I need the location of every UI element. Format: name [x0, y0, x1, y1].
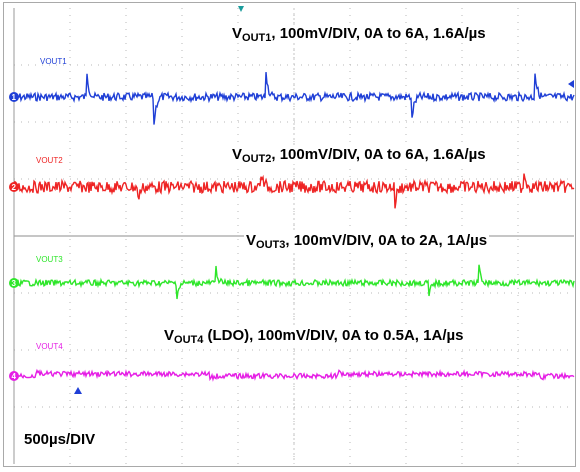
channel-4-tag: VOUT4 [36, 342, 63, 351]
channel-2-marker-number: 2 [12, 183, 17, 192]
channel-3-tag: VOUT3 [36, 255, 63, 264]
trigger-position-marker [238, 6, 244, 12]
channel-1-marker [9, 92, 19, 102]
channel-3-marker-number: 3 [12, 279, 17, 288]
trigger-level-marker [568, 80, 574, 88]
trace-2 [13, 173, 575, 209]
channel-4-marker-number: 4 [12, 372, 17, 381]
channel-4-label: VOUT4 (LDO), 100mV/DIV, 0A to 0.5A, 1A/µ… [162, 327, 466, 346]
channel-3-label: VOUT3, 100mV/DIV, 0A to 2A, 1A/µs [244, 232, 490, 251]
channel-3-marker [9, 278, 19, 288]
time-base-label: 500µs/DIV [22, 431, 98, 448]
channel-1-tag: VOUT1 [40, 57, 67, 66]
trace-4 [13, 368, 575, 382]
channel-1-marker-number: 1 [12, 93, 17, 102]
channel-2-marker [9, 182, 19, 192]
trace-1 [13, 72, 575, 125]
trace-3 [13, 264, 575, 300]
cursor-marker [74, 387, 82, 394]
display-frame [3, 2, 576, 467]
channel-2-label: VOUT2, 100mV/DIV, 0A to 6A, 1.6A/µs [230, 146, 488, 165]
channel-2-tag: VOUT2 [36, 156, 63, 165]
channel-1-label: VOUT1, 100mV/DIV, 0A to 6A, 1.6A/µs [230, 25, 488, 44]
channel-4-marker [9, 371, 19, 381]
